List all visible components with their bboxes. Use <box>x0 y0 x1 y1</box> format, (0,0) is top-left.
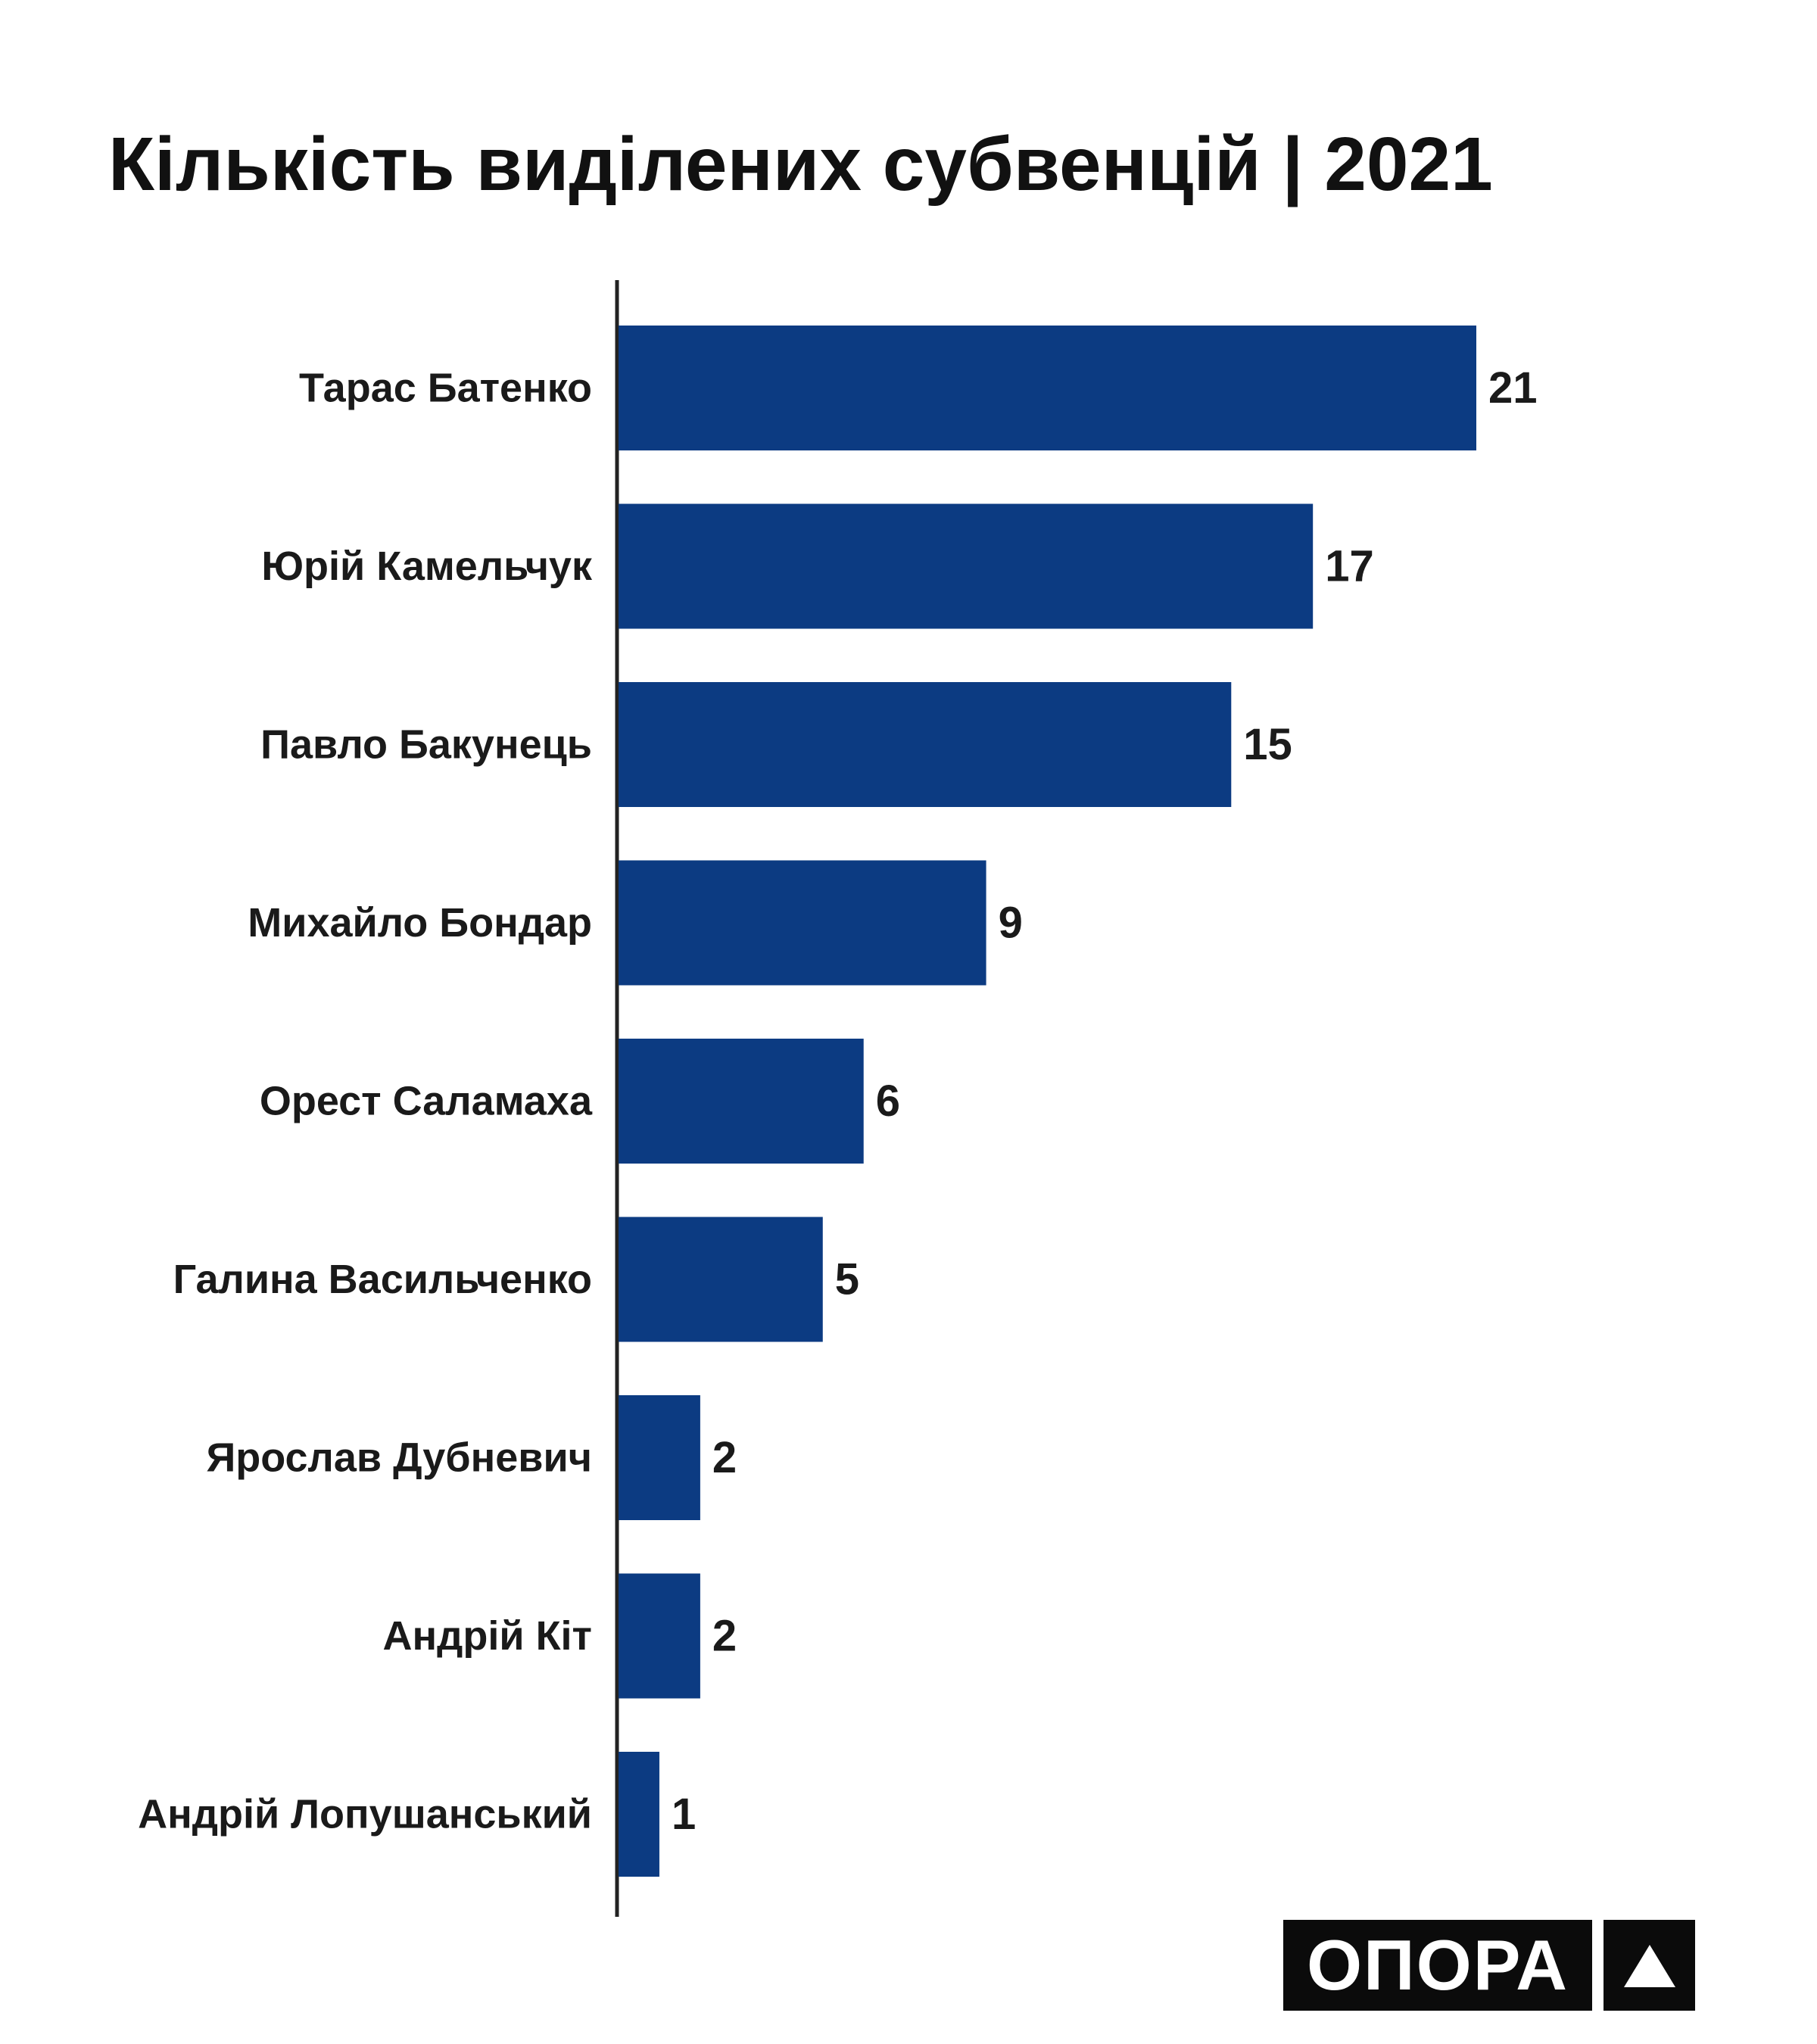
bar <box>619 1039 864 1164</box>
opora-logo-mark <box>1604 1920 1695 2011</box>
category-label: Ярослав Дубневич <box>206 1435 592 1481</box>
opora-logo-wordmark: ОПОРА <box>1283 1920 1592 2011</box>
category-label: Михайло Бондар <box>248 900 592 946</box>
bar <box>619 1752 659 1877</box>
chart-title: Кількість виділених субвенцій | 2021 <box>108 122 1493 207</box>
bar <box>619 1395 700 1520</box>
bar <box>619 326 1476 450</box>
value-label: 5 <box>835 1255 859 1304</box>
bar <box>619 1573 700 1699</box>
bar <box>619 1217 823 1342</box>
category-label: Юрій Камельчук <box>261 544 593 589</box>
category-label: Павло Бакунець <box>260 722 592 768</box>
triangle-icon <box>1623 1945 1675 1987</box>
value-label: 21 <box>1488 363 1538 413</box>
value-label: 1 <box>672 1790 696 1839</box>
category-label: Тарас Батенко <box>299 366 592 411</box>
bar <box>619 860 986 986</box>
value-label: 9 <box>999 899 1023 948</box>
value-label: 2 <box>712 1433 737 1482</box>
bar <box>619 682 1232 807</box>
value-label: 6 <box>876 1077 900 1126</box>
value-label: 15 <box>1243 720 1292 769</box>
bar <box>619 503 1314 629</box>
category-label: Орест Саламаха <box>260 1079 593 1124</box>
category-label: Андрій Кіт <box>383 1613 593 1659</box>
value-label: 2 <box>712 1612 737 1661</box>
value-label: 17 <box>1325 542 1374 591</box>
category-label: Галина Васильченко <box>173 1257 592 1302</box>
opora-logo-text: ОПОРА <box>1306 1925 1569 2005</box>
category-label: Андрій Лопушанський <box>138 1792 592 1837</box>
